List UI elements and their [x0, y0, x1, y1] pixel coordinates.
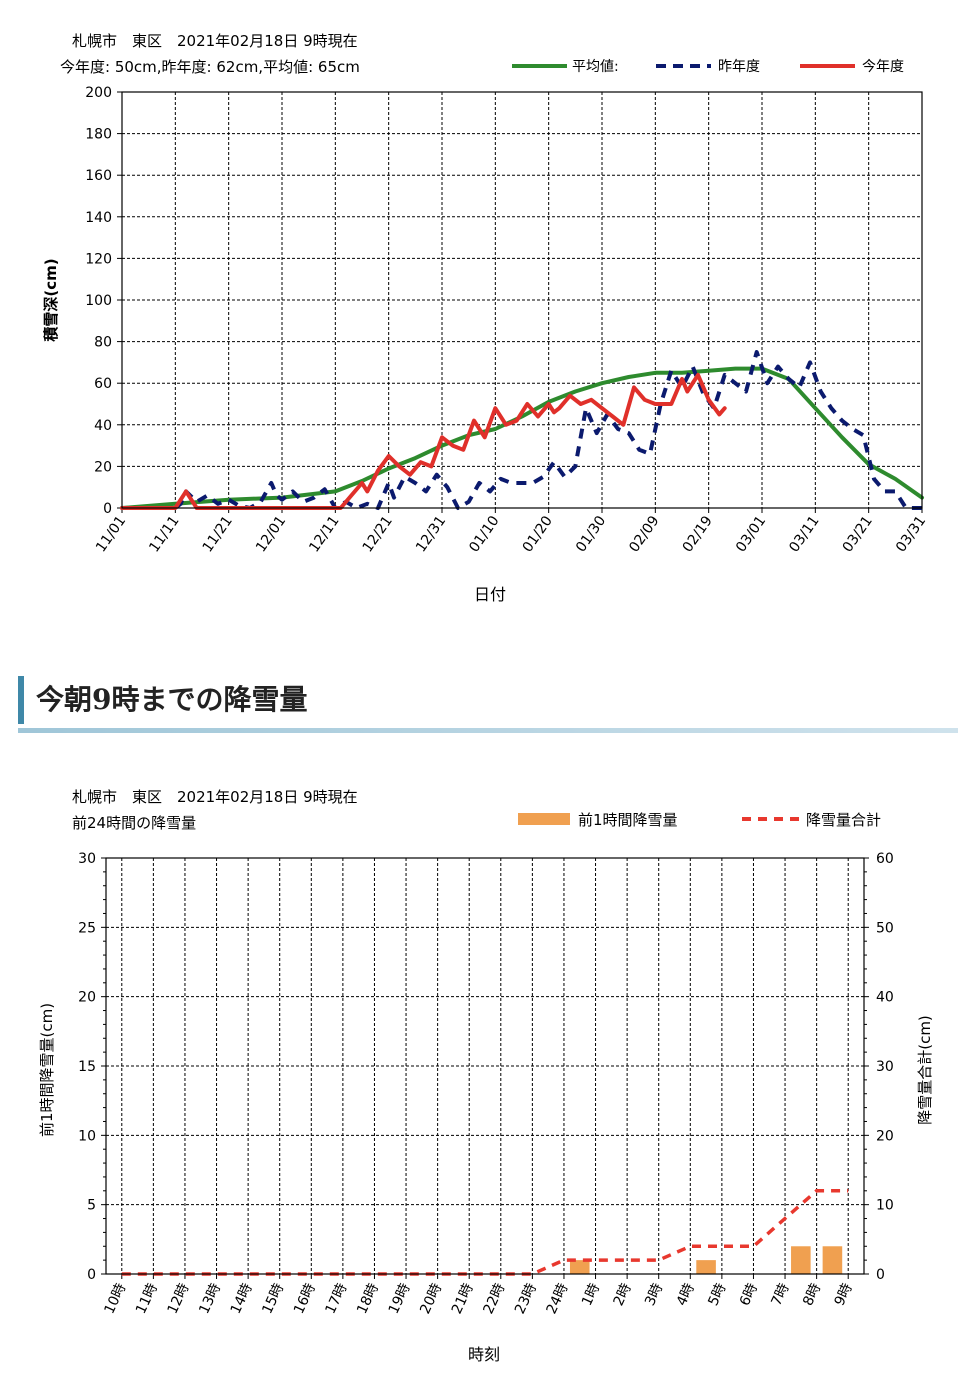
chart2-x-tick-label: 12時	[165, 1281, 193, 1317]
chart2-title: 札幌市 東区 2021年02月18日 9時現在	[72, 788, 358, 806]
chart2-bar	[696, 1260, 716, 1274]
chart1-y-tick-label: 40	[94, 418, 112, 434]
chart1-x-tick-label: 01/20	[520, 513, 556, 555]
chart2-x-tick-label: 10時	[101, 1281, 129, 1317]
chart2-y-tick-label: 20	[78, 990, 96, 1006]
chart2-y-right-tick-label: 0	[876, 1267, 885, 1283]
chart2-y-tick-label: 10	[78, 1128, 96, 1144]
chart2-x-tick-label: 11時	[133, 1281, 161, 1317]
chart1-y-tick-label: 20	[94, 459, 112, 475]
chart1-series-line-0	[120, 366, 924, 510]
chart1-x-tick-label: 11/21	[200, 513, 236, 555]
chart1-x-tick-label: 01/10	[466, 513, 502, 555]
chart1-plot-frame	[121, 91, 923, 509]
chart2-bar	[791, 1246, 811, 1274]
chart2-x-axis-label: 時刻	[468, 1345, 500, 1364]
chart2-x-tick-label: 5時	[705, 1281, 729, 1309]
section-heading-bar	[18, 676, 24, 724]
chart2-legend: 前1時間降雪量 降雪量合計	[518, 811, 881, 829]
chart1-y-tick-label: 160	[85, 168, 112, 184]
chart1-x-tick-label: 12/21	[360, 513, 396, 555]
chart1-series-line-1	[122, 350, 922, 510]
chart2-y-right-tick-label: 20	[876, 1128, 894, 1144]
chart2-y-tick-label: 5	[87, 1198, 96, 1214]
chart2-x-tick-label: 9時	[832, 1281, 856, 1309]
snow-depth-chart: 札幌市 東区 2021年02月18日 9時現在 今年度: 50cm,昨年度: 6…	[42, 32, 929, 604]
chart1-x-tick-label: 03/31	[893, 513, 929, 555]
chart2-x-tick-label: 2時	[611, 1281, 635, 1309]
chart2-legend-label-bar: 前1時間降雪量	[578, 811, 678, 829]
chart2-x-tick-label: 20時	[417, 1281, 445, 1317]
chart1-x-tick-label: 03/21	[840, 513, 876, 555]
chart2-x-tick-label: 3時	[642, 1281, 666, 1309]
chart2-x-tick-label: 13時	[196, 1281, 224, 1317]
section-heading-rule	[18, 728, 958, 733]
chart2-y-tick-label: 30	[78, 851, 96, 867]
chart1-y-tick-label: 180	[85, 127, 112, 143]
chart2-y-right-tick-label: 30	[876, 1059, 894, 1075]
chart2-x-tick-label: 22時	[480, 1281, 508, 1317]
chart1-legend-label-0: 平均値:	[572, 59, 619, 75]
chart1-y-tick-label: 100	[85, 293, 112, 309]
chart1-y-tick-label: 200	[85, 85, 112, 101]
snowfall-chart: 札幌市 東区 2021年02月18日 9時現在 前24時間の降雪量 前1時間降雪…	[38, 788, 934, 1364]
chart2-x-tick-label: 6時	[737, 1281, 761, 1309]
chart2-bar	[822, 1246, 843, 1274]
chart1-y-tick-label: 120	[85, 251, 112, 267]
chart1-x-tick-label: 02/09	[626, 513, 662, 555]
chart2-legend-swatch-bar	[518, 813, 570, 825]
chart1-x-tick-label: 11/01	[93, 513, 129, 555]
chart2-subtitle: 前24時間の降雪量	[72, 814, 196, 832]
chart2-y-right-tick-label: 40	[876, 990, 894, 1006]
chart1-x-tick-label: 01/30	[573, 513, 609, 555]
chart1-legend-label-1: 昨年度	[718, 59, 760, 75]
chart2-y-right-tick-label: 50	[876, 920, 894, 936]
chart2-x-tick-label: 23時	[512, 1281, 540, 1317]
chart2-bar	[569, 1260, 590, 1274]
chart2-x-tick-label: 8時	[800, 1281, 824, 1309]
chart2-x-tick-label: 24時	[544, 1281, 572, 1317]
chart1-legend-label-2: 今年度	[862, 59, 904, 75]
section-heading: 今朝9時までの降雪量	[18, 672, 958, 734]
chart2-y-tick-label: 25	[78, 920, 96, 936]
chart2-total-line	[121, 1189, 849, 1276]
chart1-y-tick-label: 0	[103, 501, 112, 517]
chart2-x-tick-label: 21時	[449, 1281, 477, 1317]
chart1-x-tick-label: 03/11	[786, 513, 822, 555]
chart1-x-tick-label: 12/11	[306, 513, 342, 555]
chart1-legend: 平均値: 昨年度 今年度	[512, 59, 904, 75]
chart1-x-tick-label: 12/01	[253, 513, 289, 555]
chart1-subtitle: 今年度: 50cm,昨年度: 62cm,平均値: 65cm	[60, 58, 360, 76]
chart1-series-line-2	[120, 372, 727, 510]
chart2-y-axis-label: 前1時間降雪量(cm)	[38, 1003, 56, 1137]
chart2-x-tick-label: 1時	[579, 1281, 603, 1309]
chart1-y-tick-label: 140	[85, 210, 112, 226]
section-heading-title: 今朝9時までの降雪量	[36, 683, 308, 716]
chart2-x-tick-label: 15時	[259, 1281, 287, 1317]
chart2-y-tick-label: 15	[78, 1059, 96, 1075]
chart1-title: 札幌市 東区 2021年02月18日 9時現在	[72, 32, 358, 50]
chart1-y-tick-label: 80	[94, 335, 112, 351]
chart2-y-right-tick-label: 60	[876, 851, 894, 867]
chart1-x-tick-label: 12/31	[413, 513, 449, 555]
chart1-x-axis-label: 日付	[474, 585, 506, 604]
chart2-x-tick-label: 16時	[291, 1281, 319, 1317]
chart2-plot-frame	[105, 857, 865, 1275]
chart1-y-axis-label: 積雪深(cm)	[42, 258, 60, 342]
chart1-y-tick-label: 60	[94, 376, 112, 392]
chart2-x-tick-label: 17時	[323, 1281, 351, 1317]
chart2-x-tick-label: 19時	[386, 1281, 414, 1317]
chart2-legend-label-line: 降雪量合計	[806, 811, 881, 829]
chart2-y-axis-right-label: 降雪量合計(cm)	[916, 1015, 934, 1125]
chart2-x-tick-label: 14時	[228, 1281, 256, 1317]
chart2-x-tick-label: 4時	[674, 1281, 698, 1309]
chart2-x-tick-label: 7時	[768, 1281, 792, 1309]
chart2-y-tick-label: 0	[87, 1267, 96, 1283]
chart2-x-tick-label: 18時	[354, 1281, 382, 1317]
chart1-x-tick-label: 02/19	[680, 513, 716, 555]
chart1-x-tick-label: 03/01	[733, 513, 769, 555]
chart1-x-tick-label: 11/11	[146, 513, 182, 555]
chart2-y-right-tick-label: 10	[876, 1198, 894, 1214]
